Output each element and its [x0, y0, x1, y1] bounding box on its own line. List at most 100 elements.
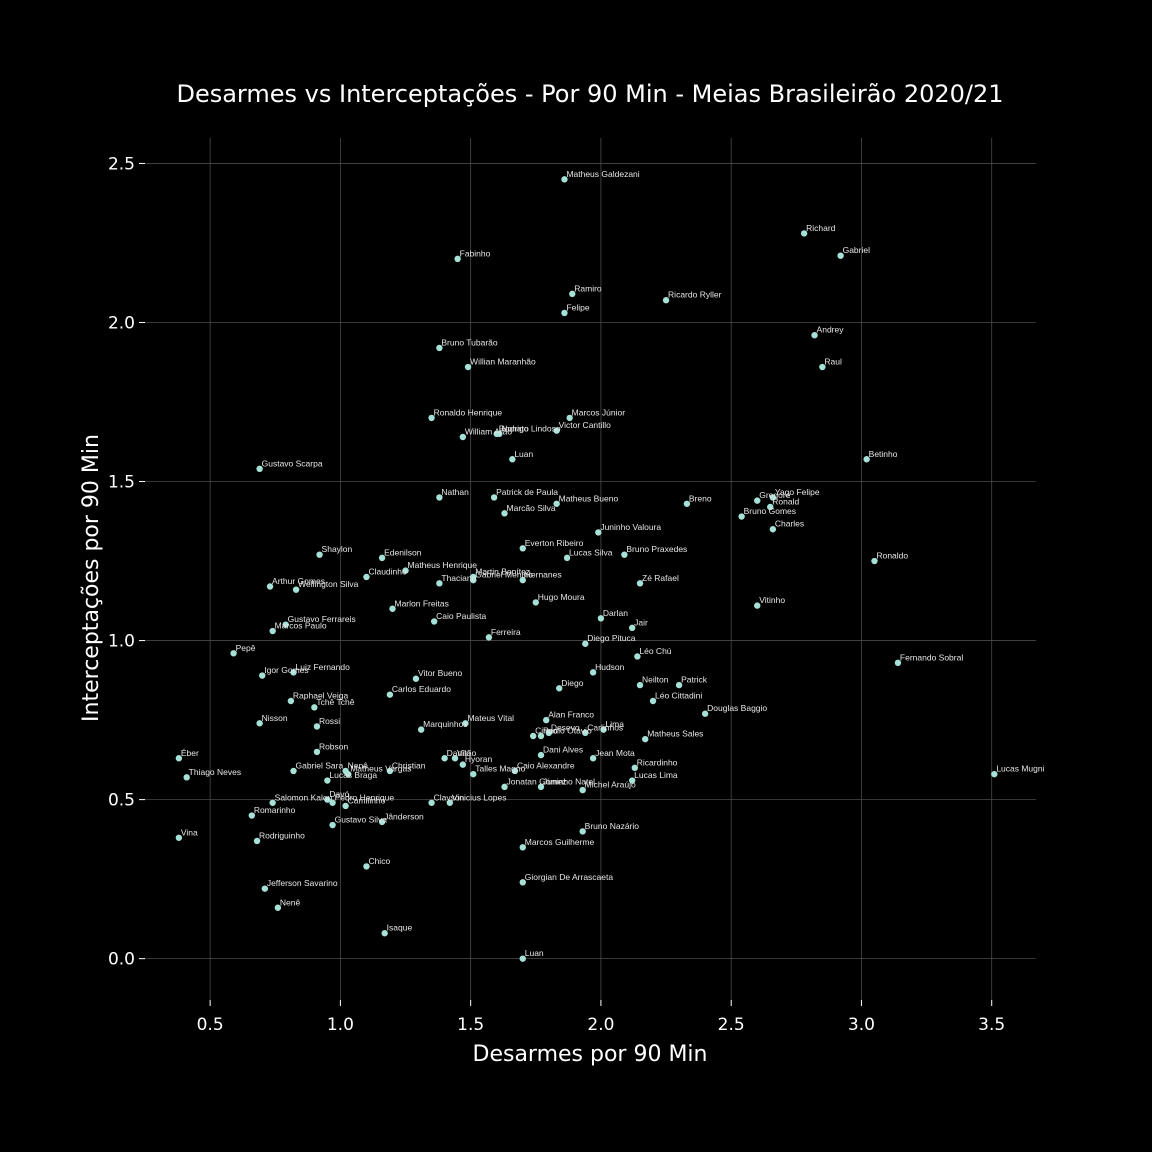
x-tick-label: 3.0: [848, 1015, 875, 1035]
data-point: [253, 837, 261, 845]
data-point: [282, 621, 289, 628]
point-label: Léo Chú: [639, 646, 671, 656]
point-label: Ferreira: [491, 627, 521, 637]
point-label: Éber: [181, 748, 199, 758]
data-point: [175, 834, 183, 841]
point-label: Lima: [606, 719, 625, 729]
point-label: Cirino: [535, 725, 557, 735]
point-label: Vinicius Lopes: [452, 792, 507, 802]
point-label: Matheus Sales: [647, 729, 703, 739]
point-label: Lucas Mugni: [996, 764, 1044, 774]
point-label: Patrick de Paula: [496, 487, 558, 497]
point-label: Yago Felipe: [775, 487, 820, 497]
data-point: [621, 551, 628, 558]
y-axis-label: Interceptações por 90 Min: [79, 434, 104, 722]
data-point: [511, 767, 519, 775]
point-label: Lucas Braga: [329, 770, 377, 780]
data-point: [459, 433, 467, 441]
point-label: Ronaldo: [876, 551, 908, 561]
data-point: [436, 494, 443, 501]
data-point: [363, 863, 370, 870]
point-label: Claudinho: [368, 566, 407, 576]
y-tick-label: 0.5: [108, 791, 135, 811]
point-label: Thiago Neves: [189, 767, 241, 777]
data-point: [537, 783, 545, 791]
data-point: [532, 599, 539, 606]
data-point: [462, 720, 469, 727]
data-point: [256, 720, 263, 727]
data-point: [636, 580, 644, 587]
data-point: [519, 955, 526, 962]
point-label: Danilo: [447, 748, 471, 758]
point-label: Felipe: [566, 302, 589, 312]
y-tick-label: 2.5: [108, 154, 135, 174]
point-label: Arthur Gomes: [272, 576, 325, 586]
point-label: Robson: [319, 741, 349, 751]
data-point: [292, 586, 300, 593]
point-label: Rodriguinho: [259, 830, 305, 840]
data-point: [496, 430, 503, 438]
point-label: Romarinho: [254, 805, 296, 815]
point-label: Jair: [634, 617, 648, 627]
data-point: [561, 176, 568, 183]
point-label: Vitor Bueno: [418, 668, 463, 678]
data-point: [628, 777, 636, 784]
point-label: Nenê: [280, 897, 301, 907]
data-point: [754, 497, 761, 504]
y-tick-label: 1.0: [108, 632, 135, 652]
data-point: [769, 526, 777, 533]
data-point: [311, 704, 318, 711]
data-point: [290, 767, 297, 775]
point-label: Camilinho: [348, 795, 386, 805]
data-point: [569, 290, 576, 298]
data-point: [863, 456, 870, 463]
chart-title: Desarmes vs Interceptações - Por 90 Min …: [176, 80, 1003, 108]
point-label: William Arão: [465, 426, 513, 436]
point-label: Bruno Praxedes: [626, 544, 687, 554]
point-label: Jean Mota: [595, 748, 635, 758]
point-label: Ricardo Ryller: [668, 290, 722, 300]
point-label: Victor Cantillo: [559, 420, 612, 430]
data-point: [324, 777, 331, 784]
data-point: [490, 494, 498, 501]
point-label: Rossi: [319, 716, 340, 726]
data-point: [378, 554, 386, 562]
data-point: [402, 567, 409, 574]
data-point: [769, 494, 777, 501]
point-label: Lucas Lima: [634, 770, 678, 780]
data-point: [381, 930, 388, 937]
point-label: Isaque: [387, 923, 413, 933]
data-point: [436, 580, 443, 587]
point-label: Diego Pituca: [587, 633, 635, 643]
point-label: Marlon Freitas: [395, 598, 449, 608]
point-label: Caio Paulista: [436, 611, 486, 621]
point-label: Thaciano: [441, 573, 476, 583]
data-point: [459, 761, 467, 768]
point-label: Marcos Paulo: [275, 621, 327, 631]
point-label: Gustavo Silva: [335, 815, 388, 825]
data-point: [436, 344, 443, 352]
y-tick-label: 0.0: [108, 950, 135, 970]
point-label: Ronald: [772, 496, 799, 506]
data-point: [595, 529, 602, 536]
data-point: [579, 786, 586, 794]
data-point: [509, 456, 516, 463]
point-label: Raul: [824, 357, 842, 367]
point-label: Neilton: [642, 675, 669, 685]
point-label: Raphael Veiga: [293, 691, 349, 701]
data-point: [329, 821, 336, 829]
point-label: Marcos Júnior: [572, 407, 626, 417]
data-point: [649, 697, 657, 705]
data-point: [800, 230, 808, 237]
data-point: [529, 732, 537, 740]
data-point: [269, 799, 276, 806]
data-point: [248, 812, 256, 819]
data-point: [378, 818, 386, 826]
data-point: [175, 755, 183, 762]
point-label: Giorgian De Arrascaeta: [525, 872, 614, 882]
point-label: Fabinho: [460, 248, 491, 258]
data-point: [537, 751, 545, 759]
data-point: [470, 770, 477, 778]
data-point: [675, 681, 683, 689]
data-point: [589, 755, 597, 762]
